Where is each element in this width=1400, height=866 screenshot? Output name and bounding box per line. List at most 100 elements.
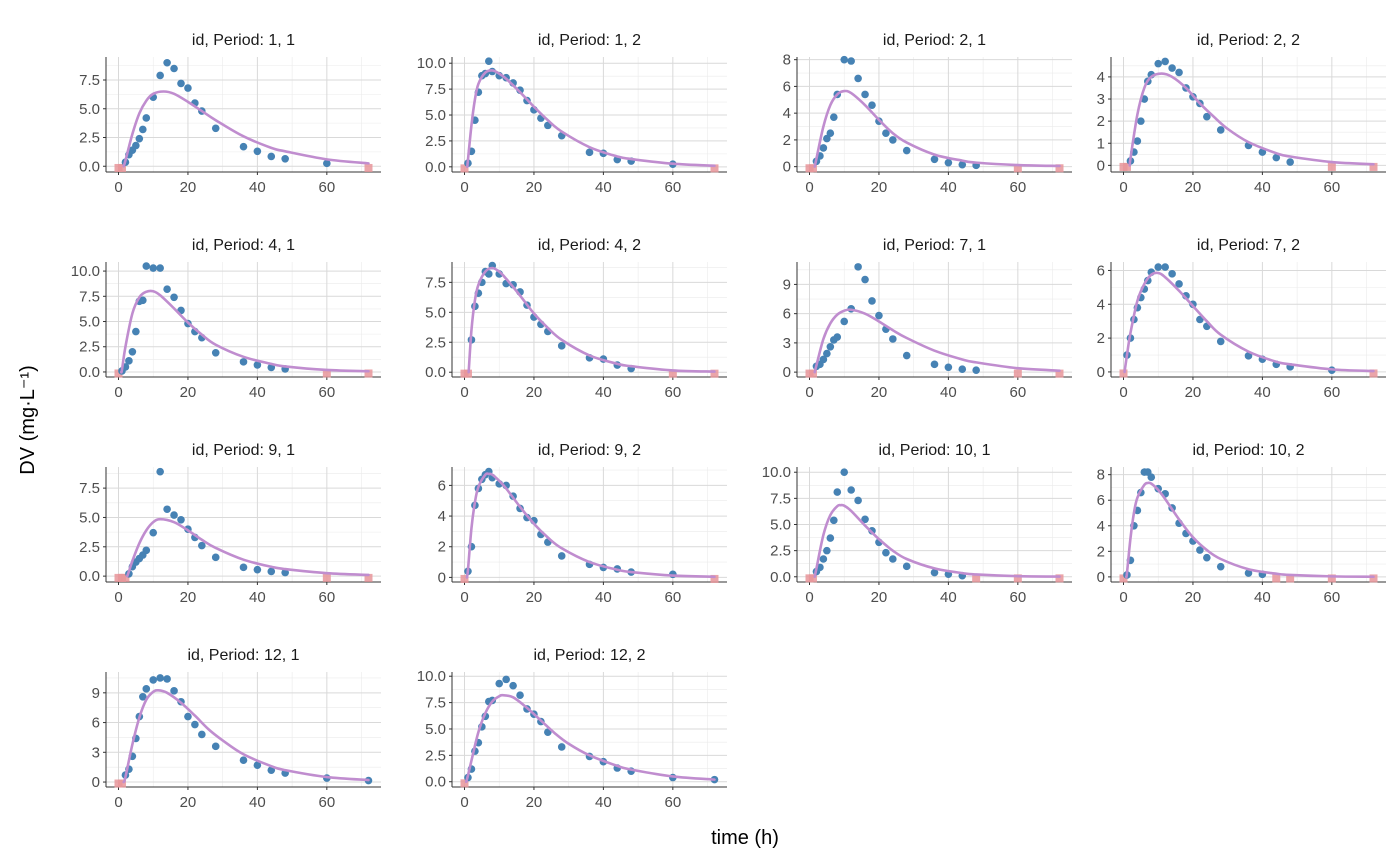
x-tick-label: 40 [1254,589,1271,606]
y-tick-label: 2.5 [425,747,446,764]
y-tick-label: 5.0 [79,509,100,526]
observed-point [833,488,842,496]
observed-point [184,84,192,92]
blq-marker [364,163,373,172]
blq-marker [1119,369,1128,378]
blq-marker [1013,164,1022,173]
y-tick-label: 2.5 [770,543,791,560]
x-tick-label: 0 [114,179,122,196]
x-tick-label: 20 [180,589,197,606]
blq-marker [463,369,472,378]
y-tick-label: 3 [783,335,791,352]
observed-point [902,146,911,155]
panel-title: id, Period: 12, 1 [187,647,299,664]
x-tick-label: 40 [249,589,266,606]
observed-point [142,685,151,693]
y-tick-label: 0.0 [425,364,446,381]
observed-point [139,296,147,305]
x-tick-label: 20 [180,384,197,401]
observed-point [142,546,151,555]
panel-title: id, Period: 9, 2 [538,442,641,459]
panel-title: id, Period: 4, 1 [192,237,295,254]
observed-point [156,71,164,80]
observed-point [211,348,220,357]
observed-point [502,675,510,684]
blq-marker [460,574,469,583]
observed-point [267,567,276,576]
observed-point [585,148,594,157]
observed-point [1203,112,1211,121]
observed-point [557,342,566,350]
x-tick-label: 40 [595,179,612,196]
blq-marker [1327,574,1336,583]
y-tick-label: 7.5 [425,695,446,712]
x-tick-label: 40 [595,589,612,606]
observed-point [1216,562,1225,571]
y-tick-label: 0.0 [79,158,100,175]
x-tick-label: 20 [871,589,888,606]
panel: 0.0 2.5 5.0 7.5 0 20 40 60 id, Period: 9, 1 [79,442,381,606]
observed-point [557,743,566,751]
observed-point [854,74,862,83]
observed-point [557,552,566,560]
predicted-curve [813,89,1061,168]
observed-point [1137,117,1145,125]
observed-point [149,264,158,272]
y-tick-label: 3 [1097,91,1105,108]
panel: 0 3 6 9 0 20 40 60 id, Period: 7, 1 [783,237,1072,401]
y-tick-label: 6 [1097,492,1105,509]
y-tick-label: 0 [438,569,446,586]
y-tick-label: 10.0 [762,464,791,481]
y-tick-label: 7.5 [79,288,100,305]
observed-point [516,691,524,700]
observed-point [1154,263,1163,271]
y-tick-label: 2.5 [79,539,100,556]
panel-title: id, Period: 2, 1 [883,32,986,49]
blq-marker [1286,574,1295,583]
panel-title: id, Period: 10, 2 [1192,442,1304,459]
observed-point [1168,270,1176,278]
observed-point [163,285,171,294]
predicted-curve [465,472,716,579]
predicted-curve [122,90,370,168]
observed-point [861,515,869,524]
observed-point [861,90,869,99]
panel-title: id, Period: 2, 2 [1197,32,1300,49]
blq-marker [972,574,981,583]
panel: 0.0 2.5 5.0 7.5 10.0 0 20 40 60 id, Period: 1, 2 [417,32,727,196]
observed-point [253,761,262,769]
panel-title: id, Period: 7, 2 [1197,237,1300,254]
observed-point [1272,153,1281,162]
x-tick-label: 60 [664,179,681,196]
observed-point [868,297,876,305]
y-tick-label: 2.5 [425,334,446,351]
x-tick-label: 0 [805,179,813,196]
observed-point [930,568,939,577]
observed-point [211,553,220,562]
observed-point [840,55,849,64]
x-tick-label: 20 [871,384,888,401]
observed-point [823,349,831,358]
x-tick-label: 20 [1185,384,1202,401]
blq-marker [808,164,817,173]
y-tick-label: 6 [92,715,100,732]
panel-title: id, Period: 1, 1 [192,32,295,49]
observed-point [847,57,855,65]
y-tick-label: 2 [1097,113,1105,130]
x-tick-label: 0 [805,589,813,606]
observed-point [132,327,140,336]
x-tick-label: 40 [940,179,957,196]
x-tick-label: 0 [460,589,468,606]
y-tick-label: 2.5 [79,339,100,356]
observed-point [847,486,855,494]
y-tick-label: 0 [1097,569,1105,586]
panel-title: id, Period: 1, 2 [538,32,641,49]
panel: 0.0 2.5 5.0 7.5 10.0 0 20 40 60 id, Period: 10, 1 [762,442,1072,606]
y-tick-label: 7.5 [425,274,446,291]
observed-point [281,154,289,163]
observed-point [163,675,171,683]
predicted-curve [464,693,716,784]
